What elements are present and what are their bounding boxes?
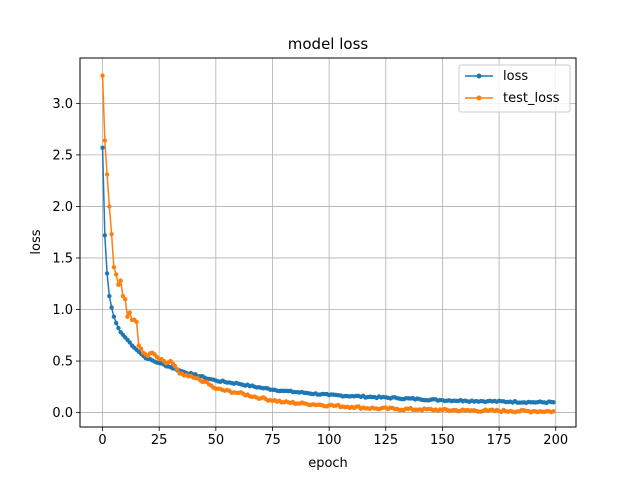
x-tick-label: 0 (98, 433, 106, 448)
data-point-test-loss (136, 343, 141, 348)
data-point-test-loss (172, 363, 178, 369)
x-tick-label: 125 (373, 433, 398, 448)
x-tick-label: 25 (151, 433, 168, 448)
x-axis-label: epoch (308, 456, 348, 471)
data-point-test-loss (102, 138, 108, 143)
data-point-test-loss (125, 314, 130, 319)
data-point-loss (127, 340, 132, 345)
data-point-test-loss (175, 367, 180, 372)
data-point-test-loss (104, 172, 110, 177)
data-point-loss (100, 145, 105, 150)
data-point-loss (551, 400, 556, 405)
legend-marker-loss (476, 73, 482, 79)
y-tick-label: 2.5 (52, 148, 73, 163)
x-tick-label: 150 (430, 433, 455, 448)
chart-title: model loss (288, 35, 369, 53)
data-point-test-loss (116, 282, 121, 287)
x-tick-label: 100 (317, 433, 342, 448)
data-point-loss (111, 314, 117, 319)
data-point-test-loss (120, 293, 126, 299)
axis-ticks: 0 25 50 75 100 125 150 175 200 0.0 0.5 1.0 1.5 2.0 2.5… (52, 97, 568, 448)
y-axis-label: loss (29, 229, 44, 254)
y-tick-label: 1.5 (52, 251, 73, 266)
legend: loss test_loss (458, 64, 571, 113)
data-point-loss (116, 325, 121, 331)
x-tick-label: 75 (264, 433, 281, 448)
plot-frame (79, 57, 577, 428)
legend-marker-test-loss (476, 95, 482, 101)
legend-label-loss: loss (503, 69, 528, 84)
data-point-test-loss (127, 310, 132, 315)
y-tick-label: 1.0 (52, 303, 73, 318)
data-point-loss (109, 305, 114, 310)
x-tick-label: 175 (487, 433, 512, 448)
data-point-test-loss (107, 204, 112, 209)
data-point-loss (104, 271, 110, 276)
data-point-test-loss (109, 232, 114, 237)
series-group (100, 73, 556, 415)
data-point-test-loss (111, 265, 117, 270)
data-point-loss (102, 233, 108, 238)
y-tick-label: 2.0 (52, 200, 73, 215)
data-point-test-loss (551, 409, 556, 414)
y-tick-label: 0.5 (52, 355, 73, 370)
data-point-loss (107, 293, 112, 299)
data-point-test-loss (134, 319, 139, 325)
data-point-test-loss (123, 296, 128, 302)
data-point-test-loss (100, 73, 105, 78)
x-tick-label: 50 (208, 433, 225, 448)
data-point-loss (113, 320, 119, 326)
y-tick-label: 3.0 (52, 97, 73, 112)
legend-label-test-loss: test_loss (503, 91, 560, 106)
x-tick-label: 200 (543, 433, 568, 448)
data-point-test-loss (118, 278, 123, 283)
data-point-test-loss (113, 272, 119, 277)
y-tick-label: 0.0 (52, 406, 73, 421)
data-point-test-loss (138, 346, 144, 351)
